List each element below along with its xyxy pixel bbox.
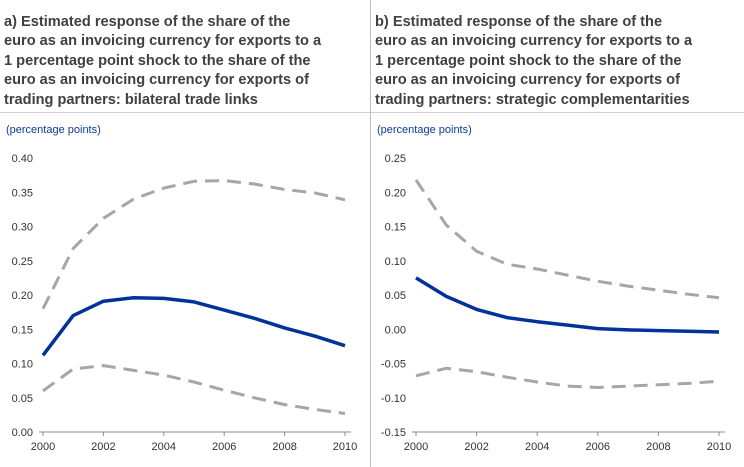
line-chart: 0.25 0.20 0.15 0.10 0.05 0.00 -0.05 -0.10 -0.15 2… [381, 153, 731, 453]
x-tick-label: 2004 [152, 441, 176, 453]
chart-title: b) Estimated response of the share of th… [375, 14, 693, 108]
line-chart: 0.40 0.35 0.30 0.25 0.20 0.15 0.10 0.05 0.00 2000… [12, 153, 358, 453]
series-line-estimate [41, 295, 346, 357]
series-line-estimate [415, 276, 720, 334]
y-tick-label: 0.10 [385, 256, 406, 268]
x-tick-label: 2002 [91, 441, 115, 453]
y-tick-label: 0.20 [385, 187, 406, 199]
unit-label: (percentage points) [377, 124, 472, 136]
y-tick-label: 0.00 [385, 324, 406, 336]
chart-title: a) Estimated response of the share of th… [4, 14, 322, 108]
x-tick-label: 2008 [646, 441, 670, 453]
x-tick-label: 2010 [707, 441, 731, 453]
x-tick-label: 2006 [586, 441, 610, 453]
y-tick-label: 0.05 [12, 393, 33, 405]
y-tick-label: -0.15 [381, 427, 406, 439]
chart-panel-a: a) Estimated response of the share of th… [0, 0, 370, 467]
series-line-upper-bound [414, 179, 720, 300]
chart-panel-b: b) Estimated response of the share of th… [371, 0, 744, 467]
y-tick-label: 0.15 [385, 222, 406, 234]
y-tick-label: 0.30 [12, 222, 33, 234]
unit-label: (percentage points) [6, 124, 101, 136]
title-divider [371, 112, 744, 113]
series-line-lower-bound [42, 364, 346, 415]
y-tick-label: 0.35 [12, 187, 33, 199]
x-tick-label: 2010 [333, 441, 357, 453]
y-tick-label: 0.10 [12, 359, 33, 371]
y-tick-label: 0.00 [12, 427, 33, 439]
x-tick-label: 2002 [464, 441, 488, 453]
y-tick-label: -0.10 [381, 393, 406, 405]
x-tick-label: 2008 [272, 441, 296, 453]
y-tick-label: 0.15 [12, 324, 33, 336]
x-tick-label: 2006 [212, 441, 236, 453]
y-tick-label: 0.05 [385, 290, 406, 302]
x-tick-label: 2004 [525, 441, 549, 453]
y-tick-label: 0.25 [385, 153, 406, 165]
series-line-lower-bound [415, 366, 720, 389]
x-tick-label: 2000 [404, 441, 428, 453]
y-tick-label: 0.25 [12, 256, 33, 268]
panel-divider [370, 0, 371, 467]
y-tick-label: 0.40 [12, 153, 33, 165]
series-line-upper-bound [41, 179, 346, 310]
x-tick-label: 2000 [31, 441, 55, 453]
y-tick-label: -0.05 [381, 359, 406, 371]
y-tick-label: 0.20 [12, 290, 33, 302]
title-divider [0, 112, 370, 113]
